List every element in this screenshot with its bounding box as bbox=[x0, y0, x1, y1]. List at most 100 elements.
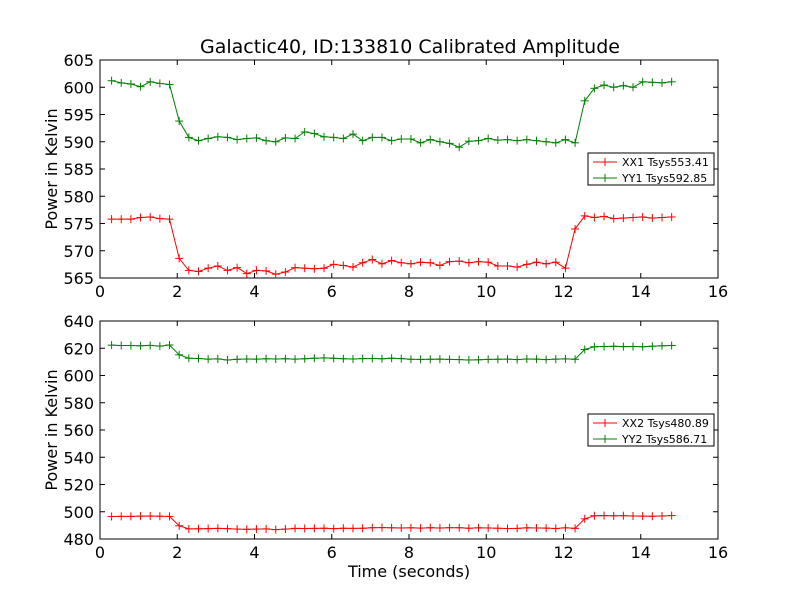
data-point bbox=[117, 215, 126, 224]
data-point bbox=[619, 511, 628, 520]
data-point bbox=[648, 512, 657, 521]
data-point bbox=[600, 212, 609, 221]
data-point bbox=[300, 524, 309, 533]
data-point bbox=[262, 136, 271, 145]
data-point bbox=[464, 258, 473, 267]
data-point bbox=[493, 136, 502, 145]
series-2 bbox=[107, 340, 676, 364]
x-tick-label: 16 bbox=[708, 282, 728, 301]
data-point bbox=[503, 524, 512, 533]
data-point bbox=[146, 341, 155, 350]
legend-label: XX2 Tsys480.89 bbox=[622, 417, 709, 430]
data-point bbox=[532, 355, 541, 364]
data-point bbox=[126, 341, 135, 350]
data-point bbox=[445, 355, 454, 364]
data-point bbox=[117, 512, 126, 521]
data-point bbox=[600, 342, 609, 351]
data-point bbox=[165, 80, 174, 89]
data-point bbox=[406, 523, 415, 532]
data-point bbox=[204, 355, 213, 364]
data-point bbox=[426, 135, 435, 144]
data-point bbox=[146, 212, 155, 221]
data-point bbox=[629, 342, 638, 351]
data-point bbox=[503, 262, 512, 271]
data-point bbox=[252, 133, 261, 142]
data-point bbox=[580, 514, 589, 523]
data-point bbox=[571, 224, 580, 233]
legend: XX1 Tsys553.41 YY1 Tsys592.85 bbox=[587, 152, 715, 186]
data-point bbox=[629, 511, 638, 520]
data-point bbox=[474, 257, 483, 266]
data-point bbox=[493, 355, 502, 364]
data-point bbox=[513, 263, 522, 272]
data-point bbox=[397, 135, 406, 144]
x-tick-label: 2 bbox=[172, 543, 182, 562]
data-point bbox=[551, 258, 560, 267]
data-point bbox=[629, 83, 638, 92]
data-point bbox=[426, 523, 435, 532]
data-point bbox=[455, 523, 464, 532]
x-tick-label: 12 bbox=[553, 543, 573, 562]
data-point bbox=[213, 354, 222, 363]
data-point bbox=[329, 133, 338, 142]
legend-entry: XX1 Tsys553.41 bbox=[593, 156, 709, 169]
data-point bbox=[648, 78, 657, 87]
data-point bbox=[648, 214, 657, 223]
data-point bbox=[339, 134, 348, 143]
y-tick-label: 640 bbox=[63, 312, 94, 331]
data-point bbox=[223, 355, 232, 364]
data-point bbox=[571, 138, 580, 147]
data-point bbox=[310, 264, 319, 273]
y-tick-label: 605 bbox=[63, 51, 94, 70]
data-point bbox=[329, 524, 338, 533]
x-tick-label: 4 bbox=[249, 282, 259, 301]
data-point bbox=[368, 255, 377, 264]
series-2 bbox=[107, 76, 676, 152]
data-point bbox=[619, 214, 628, 223]
data-point bbox=[271, 270, 280, 279]
data-point bbox=[146, 77, 155, 86]
data-point bbox=[406, 355, 415, 364]
top-panel: 0 2 4 6 8 10 12 14 16 565 570 575 580 585 590 595 600 605… bbox=[42, 51, 728, 301]
y-tick-label: 480 bbox=[63, 530, 94, 549]
x-tick-label: 0 bbox=[95, 543, 105, 562]
data-point bbox=[136, 341, 145, 350]
data-point bbox=[435, 355, 444, 364]
x-tick-label: 6 bbox=[327, 543, 337, 562]
y-tick-label: 565 bbox=[63, 269, 94, 288]
data-point bbox=[348, 524, 357, 533]
data-point bbox=[551, 355, 560, 364]
data-point bbox=[532, 136, 541, 145]
data-point bbox=[300, 127, 309, 136]
y-tick-label: 570 bbox=[63, 242, 94, 261]
data-point bbox=[184, 524, 193, 533]
data-point bbox=[464, 137, 473, 146]
data-point bbox=[262, 524, 271, 533]
data-point bbox=[252, 266, 261, 275]
data-point bbox=[194, 354, 203, 363]
data-point bbox=[291, 134, 300, 143]
data-point bbox=[445, 523, 454, 532]
data-point bbox=[638, 212, 647, 221]
data-point bbox=[590, 511, 599, 520]
y-tick-label: 580 bbox=[63, 394, 94, 413]
x-tick-label: 2 bbox=[172, 282, 182, 301]
data-point bbox=[281, 354, 290, 363]
data-point bbox=[126, 79, 135, 88]
data-point bbox=[358, 524, 367, 533]
data-point bbox=[619, 342, 628, 351]
data-point bbox=[667, 341, 676, 350]
data-point bbox=[126, 215, 135, 224]
data-point bbox=[136, 82, 145, 91]
x-tick-label: 16 bbox=[708, 543, 728, 562]
data-point bbox=[233, 135, 242, 144]
data-point bbox=[262, 354, 271, 363]
y-tick-label: 520 bbox=[63, 476, 94, 495]
data-point bbox=[165, 340, 174, 349]
data-point bbox=[600, 81, 609, 90]
data-point bbox=[175, 521, 184, 530]
data-point bbox=[522, 355, 531, 364]
data-point bbox=[281, 268, 290, 277]
data-point bbox=[600, 511, 609, 520]
